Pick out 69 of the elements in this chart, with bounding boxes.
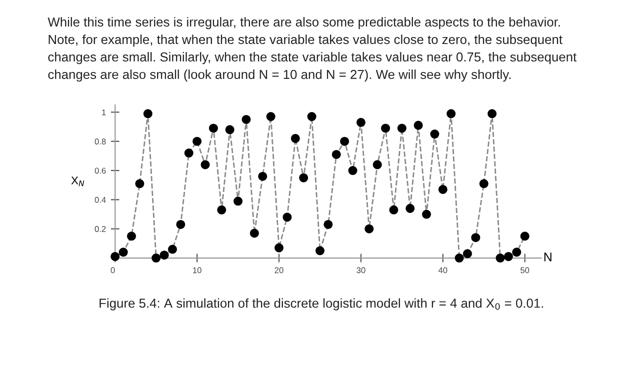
text: changes are also small (look around N = 10 and N = 27). We will see why shortly.	[48, 70, 511, 82]
point	[430, 130, 440, 139]
point	[504, 252, 513, 262]
text: Note, for example, that when the state variable takes values close to zero, the subsequent	[48, 34, 562, 47]
point	[250, 228, 259, 238]
point	[282, 212, 292, 222]
text: While this time series is irregular, there are also some predictable aspects to the behavior.	[48, 17, 560, 30]
point	[110, 252, 120, 262]
x-axis-title: N	[544, 252, 552, 262]
point	[234, 196, 243, 206]
point	[168, 244, 177, 254]
point	[307, 112, 316, 122]
point	[372, 160, 382, 170]
point	[356, 118, 366, 127]
x-tick-label: 40	[438, 267, 448, 274]
point	[160, 250, 169, 260]
point	[446, 109, 456, 118]
point	[348, 166, 358, 176]
point	[217, 205, 226, 214]
y-tick-label: 1	[102, 109, 106, 116]
point	[488, 109, 497, 118]
point	[143, 109, 152, 118]
y-axis-title: X$_{N}$	[71, 176, 84, 186]
x-tick-label: 20	[274, 267, 284, 274]
point	[315, 246, 324, 256]
point	[438, 184, 448, 194]
point	[397, 124, 406, 133]
point	[299, 173, 308, 182]
point	[242, 114, 251, 124]
point	[274, 243, 284, 252]
point	[422, 210, 432, 219]
y-tick-label: 0.8	[94, 138, 106, 144]
point	[152, 254, 161, 263]
point	[512, 248, 522, 257]
point	[324, 220, 333, 229]
point	[266, 112, 276, 122]
point	[479, 179, 488, 188]
point	[462, 249, 472, 258]
point	[520, 232, 530, 241]
point	[471, 233, 480, 242]
point	[192, 136, 202, 146]
point	[414, 120, 423, 130]
x-tick-label: 30	[356, 267, 366, 274]
text: changes are small. Similarly, when the state variable takes values near 0.75, the subsequent	[48, 52, 577, 64]
point	[340, 136, 350, 146]
point	[135, 179, 144, 188]
point	[389, 205, 398, 214]
point	[454, 254, 464, 263]
y-tick-label: 0.2	[94, 226, 106, 232]
point	[496, 254, 505, 263]
point	[225, 125, 234, 134]
point	[290, 134, 300, 143]
point	[364, 224, 374, 234]
point	[200, 160, 210, 170]
x-tick-label: 10	[193, 267, 202, 274]
point	[406, 204, 415, 213]
point	[184, 148, 194, 158]
x-tick-label: 0	[110, 267, 115, 274]
caption: Figure 5.4: A simulation of the discrete logistic model with r = 4 and X$_{0}$ = 0.01.	[100, 298, 544, 310]
y-tick-label: 0.4	[94, 196, 106, 203]
y-tick-label: 0.6	[94, 168, 106, 174]
point	[208, 124, 218, 133]
point	[126, 232, 136, 241]
point	[118, 248, 128, 257]
point	[176, 220, 186, 229]
point	[381, 124, 390, 133]
point	[332, 150, 341, 159]
point	[258, 172, 268, 181]
x-tick-label: 50	[520, 267, 530, 274]
